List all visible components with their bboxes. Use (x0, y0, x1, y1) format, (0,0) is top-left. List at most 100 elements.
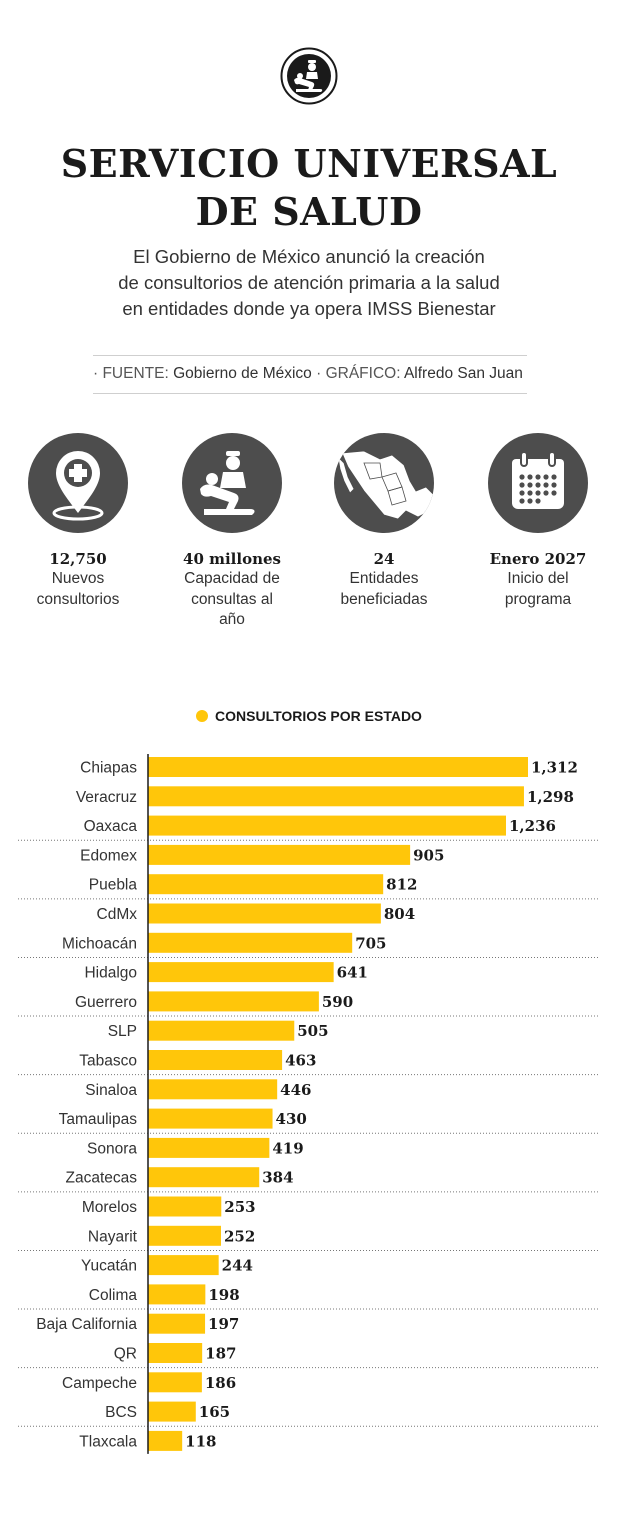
subtitle-line-3: en entidades donde ya opera IMSS Bienest… (122, 298, 496, 319)
value-label: 430 (276, 1110, 307, 1128)
value-label: 186 (205, 1374, 236, 1392)
graphic-value: Alfredo San Juan (403, 365, 523, 382)
source-bottom-rule (93, 393, 527, 394)
stat-value: 40 millones (183, 550, 281, 568)
page-title: SERVICIO UNIVERSAL DE SALUD (0, 140, 618, 236)
title-line-1: SERVICIO UNIVERSAL (60, 141, 558, 186)
bar-2 (148, 815, 506, 836)
bar-5 (148, 903, 381, 924)
value-label: 419 (272, 1139, 303, 1157)
bar-17 (148, 1255, 219, 1276)
category-label: QR (114, 1346, 137, 1363)
stat-beneficiary-states: 24 Entidades beneficiadas (314, 433, 454, 610)
bar-16 (148, 1225, 221, 1246)
value-label: 463 (285, 1052, 316, 1070)
value-label: 812 (386, 876, 417, 894)
patient-care-logo-icon (280, 47, 338, 105)
value-label: 244 (222, 1257, 253, 1275)
graphic-label: · GRÁFICO: (316, 365, 401, 382)
category-label: Colima (89, 1287, 138, 1304)
mexico-map-icon (334, 433, 434, 533)
bar-4 (148, 874, 384, 895)
category-label: Yucatán (81, 1258, 137, 1275)
category-label: Baja California (36, 1316, 137, 1333)
stat-program-start: Enero 2027 Inicio del programa (468, 433, 608, 610)
value-label: 1,236 (509, 817, 556, 835)
category-label: SLP (108, 1023, 137, 1040)
bar-7 (148, 962, 334, 983)
bar-1 (148, 786, 524, 807)
category-label: Veracruz (76, 789, 137, 806)
category-label: Zacatecas (65, 1170, 137, 1187)
subtitle-line-2: de consultorios de atención primaria a l… (118, 272, 500, 293)
calendar-icon (488, 433, 588, 533)
bar-14 (148, 1167, 260, 1188)
bar-22 (148, 1401, 196, 1422)
subtitle-line-1: El Gobierno de México anunció la creació… (133, 246, 485, 267)
value-label: 1,298 (527, 788, 574, 806)
chart-legend: CONSULTORIOS POR ESTADO (0, 708, 618, 724)
value-label: 446 (280, 1081, 311, 1099)
bar-6 (148, 932, 353, 953)
category-label: Sonora (87, 1140, 137, 1157)
category-label: Edomex (80, 847, 137, 864)
location-pin-medical-icon (28, 433, 128, 533)
category-label: Tlaxcala (79, 1433, 137, 1450)
source-value: Gobierno de México (173, 365, 312, 382)
value-label: 187 (205, 1345, 236, 1363)
value-label: 505 (297, 1022, 328, 1040)
value-label: 384 (262, 1169, 293, 1187)
title-line-2: DE SALUD (195, 189, 423, 234)
category-label: Sinaloa (85, 1082, 137, 1099)
value-label: 804 (384, 905, 415, 923)
value-label: 197 (208, 1315, 239, 1333)
stat-value: Enero 2027 (489, 550, 587, 568)
value-label: 253 (224, 1198, 255, 1216)
bar-3 (148, 844, 411, 865)
value-label: 905 (413, 846, 444, 864)
category-label: Nayarit (88, 1228, 138, 1245)
bar-chart: Chiapas 1,312 Veracruz 1,298 Oaxaca 1,236 Edom… (18, 754, 600, 1454)
bar-23 (148, 1430, 183, 1451)
bar-18 (148, 1284, 206, 1305)
value-label: 252 (224, 1227, 255, 1245)
category-label: Tabasco (79, 1053, 137, 1070)
bar-12 (148, 1108, 273, 1129)
stat-label: Nuevos consultorios (36, 570, 120, 608)
stat-label: Capacidad de consultas al año (184, 570, 280, 628)
category-label: CdMx (97, 906, 138, 923)
category-label: Michoacán (62, 935, 137, 952)
legend-dot (196, 710, 209, 722)
source-label: · FUENTE: (93, 365, 169, 382)
value-label: 705 (355, 934, 386, 952)
bar-20 (148, 1343, 203, 1363)
bar-19 (148, 1313, 206, 1334)
category-label: Hidalgo (84, 965, 137, 982)
bar-15 (148, 1196, 222, 1217)
patient-care-icon (182, 433, 282, 533)
value-label: 165 (199, 1403, 230, 1421)
category-label: Oaxaca (84, 818, 138, 835)
stat-consultation-capacity: 40 millones Capacidad de consultas al añ… (162, 433, 302, 631)
bar-9 (148, 1020, 295, 1041)
value-label: 641 (337, 964, 368, 982)
value-label: 590 (322, 993, 353, 1011)
stat-new-offices: 12,750 Nuevos consultorios (8, 433, 148, 610)
stat-label: Entidades beneficiadas (340, 570, 428, 608)
category-label: Tamaulipas (59, 1111, 138, 1128)
bar-13 (148, 1137, 270, 1158)
bar-21 (148, 1372, 202, 1393)
value-label: 198 (208, 1286, 239, 1304)
legend-label: CONSULTORIOS POR ESTADO (215, 708, 422, 724)
category-label: Guerrero (75, 994, 137, 1011)
stat-label: Inicio del programa (504, 570, 572, 608)
stat-value: 12,750 (49, 550, 107, 568)
category-label: BCS (105, 1404, 137, 1421)
category-label: Morelos (82, 1199, 137, 1216)
bar-11 (148, 1079, 278, 1100)
bar-10 (148, 1050, 283, 1070)
category-label: Puebla (89, 877, 138, 894)
source-top-rule (93, 355, 527, 356)
bar-0 (148, 757, 528, 777)
value-label: 118 (185, 1432, 216, 1450)
